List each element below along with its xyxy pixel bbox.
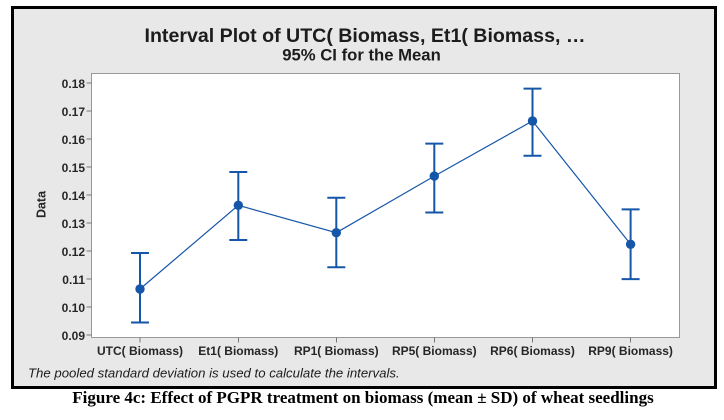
svg-text:0.15: 0.15 [62, 161, 86, 175]
svg-text:0.17: 0.17 [62, 105, 86, 119]
svg-text:0.18: 0.18 [62, 77, 86, 91]
svg-text:UTC( Biomass): UTC( Biomass) [97, 344, 183, 358]
svg-text:0.09: 0.09 [62, 329, 86, 343]
svg-text:0.14: 0.14 [62, 189, 86, 203]
svg-text:RP6( Biomass): RP6( Biomass) [490, 344, 575, 358]
svg-text:Data: Data [35, 190, 49, 218]
svg-text:0.10: 0.10 [62, 301, 86, 315]
svg-text:0.11: 0.11 [62, 273, 85, 287]
svg-text:The pooled standard deviation: The pooled standard deviation is used to… [28, 366, 400, 381]
svg-text:Figure 4c: Effect of PGPR trea: Figure 4c: Effect of PGPR treatment on b… [72, 388, 654, 407]
svg-text:RP5( Biomass): RP5( Biomass) [392, 344, 477, 358]
svg-text:0.16: 0.16 [62, 133, 86, 147]
svg-text:0.13: 0.13 [62, 217, 86, 231]
svg-text:RP9( Biomass): RP9( Biomass) [588, 344, 673, 358]
svg-text:RP1( Biomass): RP1( Biomass) [294, 344, 379, 358]
svg-text:95% CI for the Mean: 95% CI for the Mean [282, 46, 441, 65]
svg-text:Et1( Biomass): Et1( Biomass) [198, 344, 278, 358]
svg-text:Interval Plot of UTC( Biomass,: Interval Plot of UTC( Biomass, Et1( Biom… [145, 25, 586, 47]
svg-text:0.12: 0.12 [62, 245, 86, 259]
